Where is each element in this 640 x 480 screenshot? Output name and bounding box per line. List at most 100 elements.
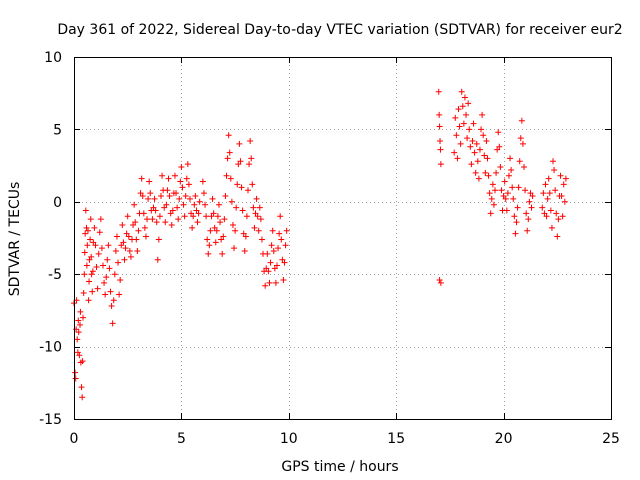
- data-point: [515, 184, 522, 191]
- data-point: [199, 178, 206, 185]
- data-point: [483, 137, 490, 144]
- data-point: [463, 111, 470, 118]
- data-point: [555, 216, 562, 223]
- data-point: [79, 394, 86, 401]
- y-axis-label: SDTVAR / TECUs: [7, 182, 23, 297]
- data-point: [220, 233, 227, 240]
- data-point: [487, 210, 494, 217]
- data-point: [528, 204, 535, 211]
- data-point: [133, 236, 140, 243]
- data-point: [85, 297, 92, 304]
- data-point: [74, 336, 81, 343]
- data-point: [481, 152, 488, 159]
- data-point: [178, 164, 185, 171]
- tick-marks: [74, 57, 612, 420]
- data-point: [233, 204, 240, 211]
- data-point: [108, 303, 115, 310]
- data-point: [508, 166, 515, 173]
- data-point: [473, 140, 480, 147]
- data-point: [437, 137, 444, 144]
- data-point: [246, 161, 253, 168]
- data-point: [181, 213, 188, 220]
- data-point: [513, 219, 520, 226]
- data-point: [544, 195, 551, 202]
- data-point: [266, 279, 273, 286]
- data-point: [466, 126, 473, 133]
- data-point: [76, 352, 83, 359]
- data-point: [226, 149, 233, 156]
- data-point: [157, 193, 164, 200]
- data-point: [127, 253, 134, 260]
- data-point: [247, 137, 254, 144]
- data-point: [156, 213, 163, 220]
- data-point: [435, 88, 442, 95]
- y-tick-label: 0: [53, 195, 62, 211]
- data-point: [283, 227, 290, 234]
- data-point: [171, 172, 178, 179]
- data-point: [81, 271, 88, 278]
- data-point: [84, 227, 91, 234]
- data-point: [107, 288, 114, 295]
- data-point: [507, 155, 514, 162]
- data-point: [212, 239, 219, 246]
- data-point: [121, 256, 128, 263]
- data-point: [550, 158, 557, 165]
- data-point: [495, 129, 502, 136]
- data-point: [219, 250, 226, 257]
- data-point: [109, 320, 116, 327]
- data-point: [468, 161, 475, 168]
- x-tick-label: 5: [177, 431, 186, 447]
- data-point: [134, 248, 141, 255]
- data-point: [166, 193, 173, 200]
- data-point: [519, 140, 526, 147]
- data-point: [511, 213, 518, 220]
- data-point: [205, 250, 212, 257]
- data-point: [164, 187, 171, 194]
- data-point: [122, 245, 129, 252]
- data-point: [503, 207, 510, 214]
- y-tick-label: -15: [39, 412, 62, 428]
- data-point: [231, 245, 238, 252]
- data-point: [236, 140, 243, 147]
- data-point: [194, 219, 201, 226]
- data-point: [486, 190, 493, 197]
- data-point: [124, 213, 131, 220]
- data-point: [498, 187, 505, 194]
- data-point: [196, 198, 203, 205]
- data-point: [98, 245, 105, 252]
- data-point: [99, 262, 106, 269]
- data-point: [186, 195, 193, 202]
- data-point: [119, 221, 126, 228]
- data-point: [280, 276, 287, 283]
- data-point: [474, 158, 481, 165]
- data-point: [281, 259, 288, 266]
- data-point: [131, 201, 138, 208]
- grid: [74, 57, 611, 419]
- data-point: [272, 279, 279, 286]
- data-point: [546, 190, 553, 197]
- data-point: [83, 224, 90, 231]
- data-point: [113, 233, 120, 240]
- data-point: [501, 178, 508, 185]
- data-point: [497, 164, 504, 171]
- data-point: [213, 227, 220, 234]
- data-point: [159, 172, 166, 179]
- data-point: [215, 201, 222, 208]
- data-point: [262, 282, 269, 289]
- data-point: [478, 126, 485, 133]
- data-point: [241, 248, 248, 255]
- data-point: [89, 288, 96, 295]
- data-point: [87, 216, 94, 223]
- data-point: [106, 265, 113, 272]
- data-point: [74, 349, 81, 356]
- data-point: [78, 384, 85, 391]
- data-point: [517, 135, 524, 142]
- data-point: [182, 193, 189, 200]
- x-tick-label: 25: [602, 431, 620, 447]
- data-point: [103, 274, 110, 281]
- data-point: [195, 210, 202, 217]
- data-point: [510, 195, 517, 202]
- data-point: [77, 321, 84, 328]
- y-tick-label: -5: [48, 267, 62, 283]
- data-point: [192, 193, 199, 200]
